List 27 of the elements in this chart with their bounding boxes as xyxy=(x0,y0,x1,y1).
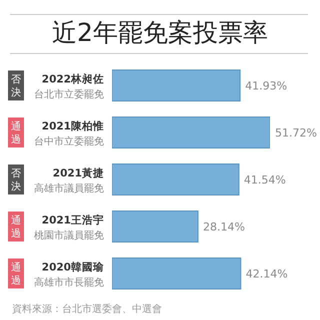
data-label: 41.54% xyxy=(244,173,286,186)
y-tick-label: 2021黃捷 xyxy=(52,166,104,180)
source-note: 資料來源：台北市選委會、中選會 xyxy=(12,302,162,316)
y-tick-label: 2020韓國瑜 xyxy=(42,260,105,274)
bar xyxy=(112,257,242,290)
data-label: 28.14% xyxy=(202,220,245,234)
bar xyxy=(112,163,240,196)
chart-title: 近2年罷免案投票率 xyxy=(51,18,269,48)
text: 台中市立委罷免 xyxy=(34,136,104,148)
text: 高雄市市長罷免 xyxy=(34,276,104,288)
data-label: 41.93% xyxy=(245,79,288,92)
y-tick-label: 2021王浩宇 xyxy=(42,214,104,226)
data-label: 51.72% xyxy=(275,126,317,140)
y-tick-label: 2022林昶佐 xyxy=(42,72,104,86)
text: 否決 xyxy=(11,74,21,98)
text: 通過 xyxy=(11,120,21,146)
text: 桃園市議員罷免 xyxy=(34,230,104,242)
y-tick-label: 2021陳柏惟 xyxy=(42,120,104,132)
text: 高雄市議員罷免 xyxy=(34,182,104,194)
text: 通過 xyxy=(11,262,21,286)
text: 通過 xyxy=(11,214,21,240)
bar xyxy=(112,116,270,148)
data-label: 42.14% xyxy=(246,267,288,280)
bar xyxy=(112,210,198,242)
bar xyxy=(112,69,241,102)
text: 台北市立委罷免 xyxy=(34,88,104,100)
text: 否決 xyxy=(11,168,21,192)
